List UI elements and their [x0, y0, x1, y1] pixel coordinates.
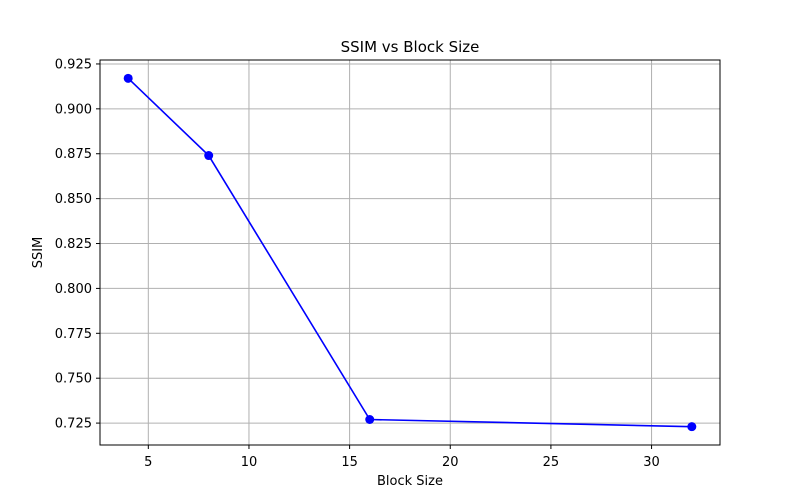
y-tick-label: 0.800: [55, 282, 92, 297]
x-tick-label: 10: [241, 455, 258, 470]
y-tick-label: 0.925: [55, 57, 92, 72]
data-point: [365, 415, 375, 425]
x-axis-label: Block Size: [377, 474, 443, 489]
y-axis-label: SSIM: [31, 237, 46, 269]
y-tick-label: 0.825: [55, 237, 92, 252]
x-tick-label: 5: [144, 455, 152, 470]
plot-frame: [99, 59, 721, 446]
x-tick-label: 30: [643, 455, 660, 470]
plot-area: [100, 60, 720, 445]
x-tick-label: 25: [543, 455, 560, 470]
data-point: [123, 73, 133, 83]
series-line: [127, 77, 692, 428]
y-tick-label: 0.775: [55, 327, 92, 342]
y-tick-label: 0.850: [55, 192, 92, 207]
grid-layer: [100, 60, 720, 445]
y-tick-label: 0.875: [55, 147, 92, 162]
y-tick-label: 0.900: [55, 102, 92, 117]
ticks-layer: 5 10 15 20 25 30 0.725 0.750 0.775 0.800 0.825 0.85…: [55, 57, 660, 470]
y-tick-label: 0.750: [55, 372, 92, 387]
chart-title: SSIM vs Block Size: [341, 38, 480, 56]
series-layer: [123, 73, 697, 432]
y-tick-label: 0.725: [55, 417, 92, 432]
x-tick-label: 15: [341, 455, 358, 470]
x-tick-label: 20: [442, 455, 459, 470]
data-point: [204, 151, 214, 161]
data-point: [687, 422, 697, 432]
